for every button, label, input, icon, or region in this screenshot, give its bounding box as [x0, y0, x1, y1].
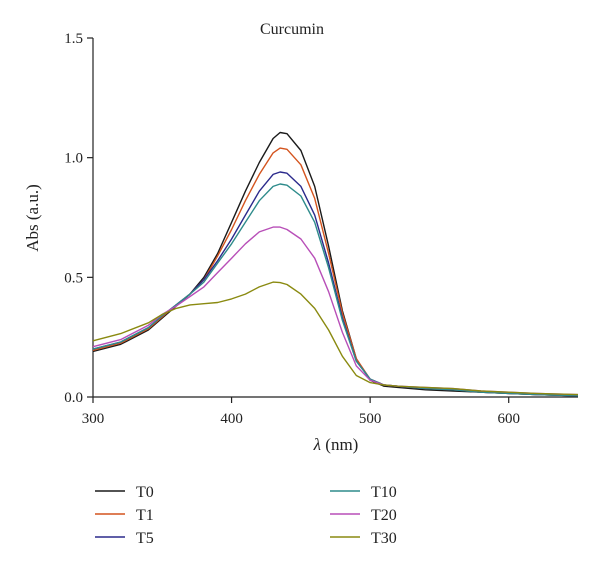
- y-tick-label: 0.0: [64, 390, 83, 406]
- series-line-t10: [92, 183, 579, 397]
- x-tick-label: 300: [82, 411, 105, 427]
- legend-label-t10: T10: [371, 484, 397, 501]
- series-line-t20: [92, 226, 579, 396]
- y-tick-label: 1.5: [64, 31, 83, 47]
- legend-label-t20: T20: [371, 507, 397, 524]
- x-axis-label-unit: (nm): [321, 435, 358, 454]
- series-line-t1: [92, 147, 579, 397]
- y-tick-label: 0.5: [64, 270, 83, 286]
- x-axis-label-symbol: λ: [313, 435, 321, 454]
- x-axis-label: λ (nm): [313, 435, 359, 454]
- plot-area: 300 400 500 600 0.0 0.5 1.0 1.5: [64, 31, 579, 427]
- legend-label-t30: T30: [371, 530, 397, 547]
- legend-label-t0: T0: [136, 484, 154, 501]
- x-tick-label: 600: [497, 411, 520, 427]
- legend: T0 T1 T5 T10 T20 T30: [95, 484, 397, 547]
- x-tick-label: 400: [220, 411, 243, 427]
- legend-label-t1: T1: [136, 507, 154, 524]
- series-line-t0: [92, 131, 579, 397]
- y-tick-label: 1.0: [64, 151, 83, 167]
- y-axis-label: Abs (a.u.): [23, 184, 42, 252]
- series-line-t30: [92, 281, 579, 396]
- chart-title: Curcumin: [260, 21, 324, 38]
- x-tick-label: 500: [359, 411, 382, 427]
- legend-label-t5: T5: [136, 530, 154, 547]
